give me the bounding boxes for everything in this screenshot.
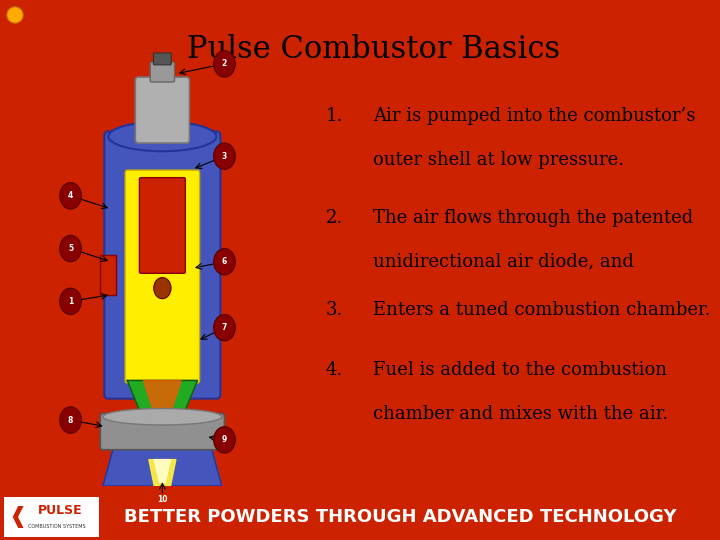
FancyBboxPatch shape [140,178,185,273]
Text: unidirectional air diode, and: unidirectional air diode, and [373,253,634,271]
Circle shape [214,427,235,453]
Circle shape [214,248,235,275]
Text: chamber and mixes with the air.: chamber and mixes with the air. [373,405,668,423]
Ellipse shape [103,408,222,425]
Text: Enters a tuned combustion chamber.: Enters a tuned combustion chamber. [373,301,711,319]
Text: 2.: 2. [325,209,343,227]
Polygon shape [127,381,197,420]
Text: The air flows through the patented: The air flows through the patented [373,209,693,227]
Circle shape [151,486,173,512]
FancyBboxPatch shape [100,414,225,450]
Bar [100,255,117,295]
Text: 1: 1 [68,297,73,306]
Circle shape [214,51,235,77]
Text: 7: 7 [222,323,227,332]
Text: 8: 8 [68,416,73,424]
FancyBboxPatch shape [150,62,174,82]
Ellipse shape [108,122,216,151]
Text: 3.: 3. [325,301,343,319]
Circle shape [153,278,171,299]
Circle shape [60,183,81,209]
FancyBboxPatch shape [125,170,199,383]
Text: COMBUSTION SYSTEMS: COMBUSTION SYSTEMS [28,524,86,529]
Text: 4.: 4. [325,361,343,379]
Text: 10: 10 [157,495,168,504]
FancyBboxPatch shape [153,53,171,65]
FancyBboxPatch shape [135,77,189,143]
Text: 9: 9 [222,435,227,444]
Circle shape [214,314,235,341]
Text: ❰: ❰ [8,506,27,528]
Text: Pulse Combustor Basics: Pulse Combustor Basics [187,34,560,65]
Circle shape [60,288,81,314]
Text: Air is pumped into the combustor’s: Air is pumped into the combustor’s [373,107,696,125]
Text: Fuel is added to the combustion: Fuel is added to the combustion [373,361,667,379]
Text: 3: 3 [222,152,227,161]
Polygon shape [154,460,171,483]
Circle shape [60,235,81,262]
Circle shape [7,7,23,23]
Circle shape [60,407,81,433]
FancyBboxPatch shape [104,131,220,399]
Text: PULSE: PULSE [38,504,83,517]
Text: BETTER POWDERS THROUGH ADVANCED TECHNOLOGY: BETTER POWDERS THROUGH ADVANCED TECHNOLO… [124,508,676,526]
Polygon shape [143,381,181,414]
Text: 6: 6 [222,257,227,266]
Text: outer shell at low pressure.: outer shell at low pressure. [373,151,624,169]
FancyBboxPatch shape [4,497,99,537]
Polygon shape [149,460,176,486]
Circle shape [214,143,235,170]
Text: 1.: 1. [325,107,343,125]
Text: 5: 5 [68,244,73,253]
Text: 2: 2 [222,59,227,69]
Text: 4: 4 [68,191,73,200]
Polygon shape [103,447,222,486]
